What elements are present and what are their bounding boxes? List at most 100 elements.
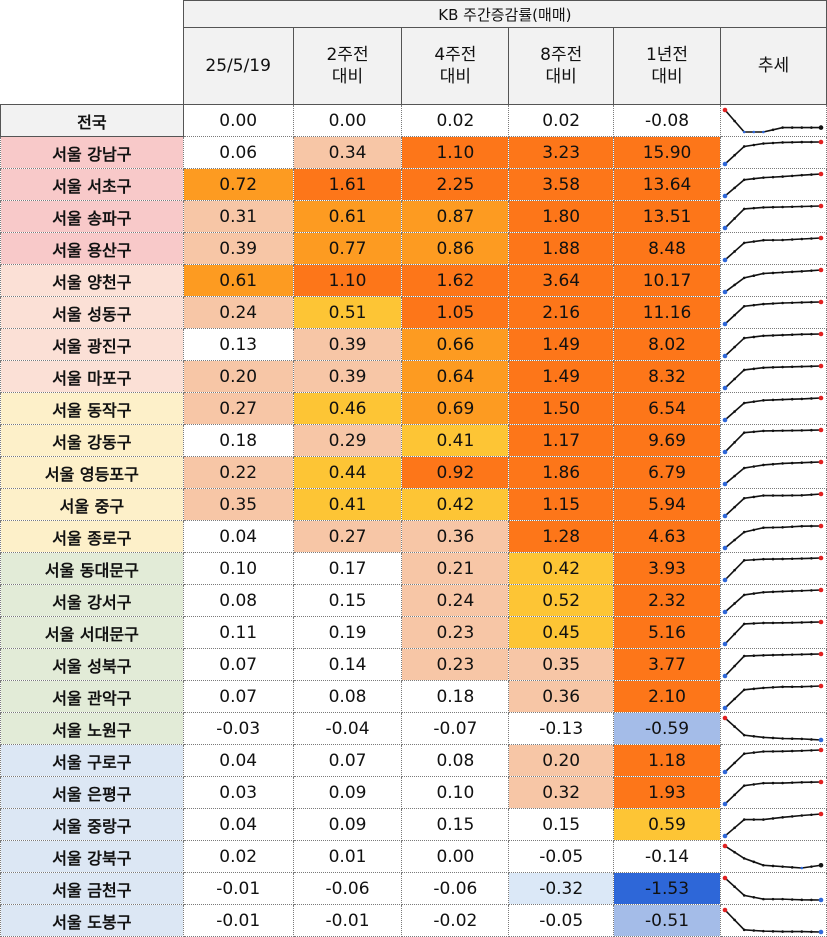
sparkline-point: [762, 141, 765, 145]
sparkline-point: [722, 641, 728, 646]
value-cell: 0.42: [401, 488, 510, 521]
sparkline-point: [742, 593, 746, 596]
value-cell: 0.01: [292, 840, 403, 873]
value-cell: 0.44: [292, 456, 403, 489]
sparkline-point: [810, 748, 813, 752]
value-cell: 0.69: [401, 392, 510, 425]
value-cell: 2.16: [508, 296, 615, 329]
sparkline-line: [724, 908, 821, 933]
sparkline-point: [722, 107, 728, 112]
sparkline-point: [781, 238, 784, 241]
sparkline-point: [722, 289, 728, 294]
value-cell: 2.32: [613, 584, 721, 617]
sparkline-point: [790, 300, 794, 304]
sparkline-point: [771, 398, 775, 401]
sparkline-point: [762, 686, 765, 689]
value-cell: 0.15: [292, 584, 403, 617]
sparkline-point: [790, 428, 794, 432]
sparkline-point: [771, 525, 775, 529]
sparkline-point: [771, 929, 775, 933]
sparkline-point: [810, 268, 813, 272]
sparkline-point: [771, 685, 775, 689]
sparkline-point: [790, 556, 794, 560]
value-cell: 0.19: [292, 616, 403, 649]
sparkline-point: [800, 620, 804, 624]
sparkline-point: [733, 440, 736, 444]
sparkline-point: [818, 651, 824, 656]
sparkline-point: [742, 304, 746, 308]
sparkline-point: [733, 409, 736, 413]
value-cell: -1.53: [613, 872, 721, 905]
value-cell: -0.13: [508, 712, 615, 745]
sparkline-point: [762, 590, 765, 594]
trend-sparkline: [719, 808, 827, 841]
value-cell: 0.23: [401, 616, 510, 649]
corner-blank: [0, 0, 184, 105]
value-cell: -0.06: [292, 872, 403, 905]
sparkline-point: [800, 300, 804, 304]
value-cell: 6.79: [613, 456, 721, 489]
sparkline-point: [762, 302, 765, 305]
sparkline-point: [771, 238, 775, 241]
sparkline-point: [752, 750, 756, 754]
sparkline-point: [733, 474, 736, 477]
value-cell: 0.20: [508, 744, 615, 777]
sparkline-line: [724, 204, 821, 229]
sparkline-point: [722, 257, 728, 262]
sparkline-point: [752, 687, 756, 690]
sparkline-point: [781, 365, 784, 368]
sparkline-point: [800, 460, 804, 464]
value-cell: 1.61: [292, 168, 403, 201]
value-cell: -0.01: [292, 904, 403, 937]
sparkline-point: [790, 814, 794, 818]
sparkline-point: [762, 271, 765, 275]
sparkline-point: [742, 654, 746, 657]
sparkline-point: [733, 249, 736, 253]
sparkline-point: [752, 928, 756, 932]
sparkline-point: [771, 749, 775, 753]
sparkline-point: [781, 864, 784, 868]
sparkline-point: [800, 652, 804, 656]
value-cell: 0.22: [182, 456, 294, 489]
value-cell: 0.02: [508, 104, 615, 137]
sparkline-point: [742, 622, 746, 625]
region-label: 서울 강남구: [0, 136, 184, 169]
sparkline-point: [800, 493, 804, 497]
sparkline-point: [733, 793, 736, 796]
value-cell: 0.72: [182, 168, 294, 201]
sparkline-point: [790, 620, 794, 624]
sparkline-point: [722, 715, 728, 720]
sparkline-point: [790, 780, 794, 784]
value-cell: 0.10: [182, 552, 294, 585]
sparkline-line: [724, 364, 821, 389]
table-row: 서울 영등포구 0.22 0.44 0.92 1.86 6.79: [0, 456, 827, 489]
value-cell: 0.04: [182, 808, 294, 841]
sparkline-point: [722, 843, 728, 848]
value-cell: 0.39: [292, 328, 403, 361]
value-cell: 8.48: [613, 232, 721, 265]
sparkline-point: [752, 528, 756, 531]
trend-sparkline: [719, 232, 827, 265]
sparkline-point: [771, 736, 775, 739]
sparkline-point: [781, 736, 784, 740]
sparkline-point: [722, 801, 728, 806]
sparkline-point: [818, 299, 824, 304]
value-cell: 0.39: [292, 360, 403, 393]
trend-sparkline: [719, 328, 827, 361]
value-cell: 1.05: [401, 296, 510, 329]
sparkline-point: [742, 751, 746, 755]
sparkline-point: [781, 125, 784, 129]
sparkline-point: [810, 652, 813, 656]
trend-sparkline: [719, 616, 827, 649]
sparkline-line: [724, 524, 821, 549]
region-label: 서울 영등포구: [0, 456, 184, 489]
sparkline-point: [771, 590, 775, 593]
sparkline-point: [742, 893, 746, 897]
sparkline-point: [818, 267, 824, 272]
value-cell: -0.08: [613, 104, 721, 137]
value-cell: 1.15: [508, 488, 615, 521]
sparkline-point: [781, 493, 784, 497]
sparkline-point: [762, 735, 765, 739]
sparkline-point: [810, 929, 813, 933]
sparkline-point: [800, 364, 804, 368]
